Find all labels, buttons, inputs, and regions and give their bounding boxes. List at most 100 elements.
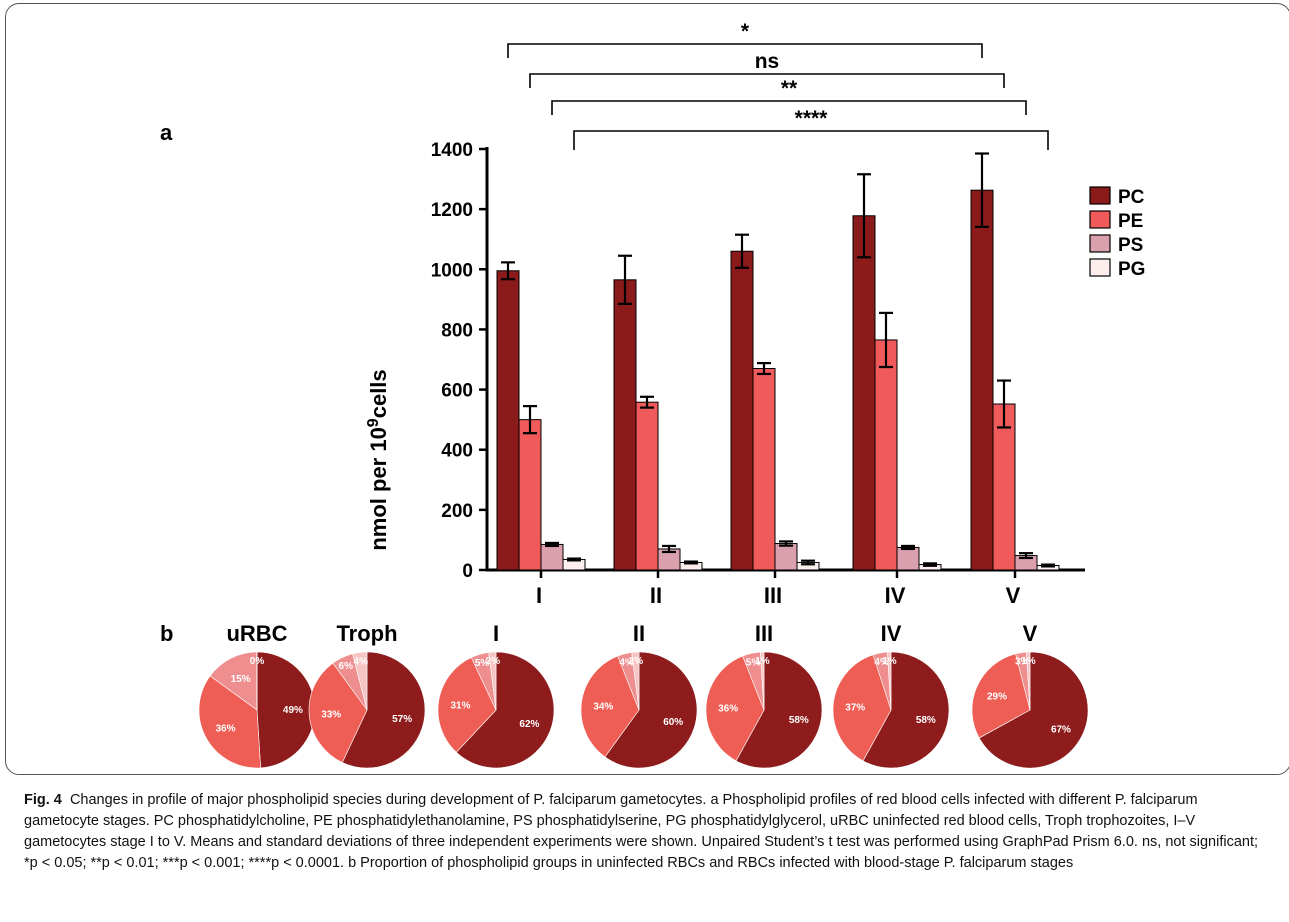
- pie-uRBC-slice-PE: [198, 675, 261, 769]
- pie-IV-slice-PE: [832, 654, 892, 762]
- significance-brackets: *ns******: [507, 20, 1049, 150]
- pie-percent-label: 5%: [475, 658, 490, 669]
- y-axis-label-tail: cells: [366, 369, 391, 418]
- y-tick-label: 1000: [431, 260, 473, 281]
- legend-swatch-PS: [1089, 234, 1111, 253]
- legend-swatch-PE: [1089, 210, 1111, 229]
- pie-IV-slice-PG: [887, 651, 892, 711]
- x-category-label: III: [764, 583, 782, 608]
- pie-percent-label: 36%: [215, 723, 235, 734]
- bar-PS-I: [540, 543, 564, 571]
- bar-PC-III: [730, 250, 754, 571]
- pie-V-slice-PC: [978, 651, 1089, 769]
- pie-percent-label: 60%: [663, 717, 683, 728]
- bar-PE-I: [518, 419, 542, 571]
- pie-percent-label: 3%: [1015, 657, 1030, 668]
- pie-percent-label: 2%: [486, 656, 501, 667]
- y-tick-label: 1400: [431, 140, 473, 161]
- y-tick-label: 200: [441, 501, 473, 522]
- caption-text: Changes in profile of major phospholipid…: [24, 792, 1259, 871]
- pie-IV-slice-PC: [862, 651, 950, 769]
- pie-title: uRBC: [226, 621, 287, 646]
- significance-label: *: [741, 20, 750, 43]
- legend-label-PE: PE: [1118, 211, 1143, 232]
- pie-II-slice-PG: [631, 651, 640, 711]
- pie-title: II: [633, 621, 645, 646]
- pie-percent-label: 62%: [519, 719, 539, 730]
- pie-percent-label: 5%: [746, 657, 761, 668]
- legend-label-PG: PG: [1118, 259, 1145, 280]
- figure-svg: a b nmol per 109cells 0 200 400 600 800 1000 1…: [160, 20, 1145, 769]
- bar-PE-IV: [874, 339, 898, 571]
- pie-title: Troph: [336, 621, 397, 646]
- pie-title: V: [1023, 621, 1038, 646]
- pie-Troph-slice-PE: [308, 662, 368, 763]
- bar-PC-I: [496, 270, 520, 571]
- legend-label-PC: PC: [1118, 187, 1145, 208]
- pie-percent-label: 1%: [882, 656, 897, 667]
- figure-frame: [5, 3, 1289, 775]
- pie-title: I: [493, 621, 499, 646]
- y-axis-label-exponent: 9: [365, 418, 382, 427]
- pie-percent-label: 58%: [916, 715, 936, 726]
- significance-bracket: [529, 73, 1005, 88]
- legend: PC PE PS PG: [1089, 186, 1145, 280]
- y-axis-label: nmol per 109cells: [365, 369, 392, 550]
- pie-uRBC-slice-PS: [209, 651, 258, 711]
- pie-percent-label: 4%: [354, 657, 369, 668]
- pie-III-slice-PC: [735, 651, 823, 769]
- pie-percent-label: 0%: [250, 656, 265, 667]
- bar-PC-IV: [852, 215, 876, 571]
- x-category-label: IV: [885, 583, 906, 608]
- significance-label: **: [781, 77, 798, 100]
- pie-percent-label: 58%: [789, 715, 809, 726]
- pie-Troph-slice-PC: [341, 651, 426, 769]
- x-category-label: II: [650, 583, 662, 608]
- legend-swatch-PC: [1089, 186, 1111, 205]
- pie-III-slice-PE: [705, 655, 765, 762]
- pie-percent-label: 33%: [321, 709, 341, 720]
- bar-PE-V: [992, 403, 1016, 571]
- pie-V-slice-PE: [971, 653, 1031, 739]
- y-tick-label: 0: [462, 561, 473, 582]
- y-axis-label-main: nmol per 10: [366, 427, 391, 550]
- pie-percent-label: 67%: [1051, 724, 1071, 735]
- legend-label-PS: PS: [1118, 235, 1143, 256]
- bar-PE-III: [752, 368, 776, 571]
- significance-label: ns: [755, 50, 780, 73]
- pie-percent-label: 15%: [231, 674, 251, 685]
- significance-label: ****: [795, 107, 829, 130]
- bar-PC-V: [970, 189, 994, 571]
- panel-a-label: a: [160, 120, 173, 145]
- figure-caption: Fig. 4 Changes in profile of major phosp…: [24, 790, 1274, 874]
- significance-bracket: [573, 130, 1049, 150]
- y-tick-label: 600: [441, 381, 473, 402]
- pie-title: IV: [881, 621, 902, 646]
- significance-bracket: [551, 100, 1027, 115]
- pie-percent-label: 1%: [1021, 656, 1036, 667]
- pie-percent-label: 6%: [339, 661, 354, 672]
- pie-percent-label: 37%: [845, 703, 865, 714]
- pie-Troph-slice-PG: [352, 651, 368, 711]
- pie-percent-label: 4%: [619, 658, 634, 669]
- bar-PS-III: [774, 543, 798, 571]
- pie-percent-label: 57%: [392, 714, 412, 725]
- pie-percent-label: 34%: [593, 701, 613, 712]
- pie-I-slice-PG: [488, 651, 497, 711]
- bar-PE-II: [635, 401, 659, 571]
- bar-PC-II: [613, 279, 637, 571]
- pie-percent-label: 29%: [987, 692, 1007, 703]
- legend-swatch-PG: [1089, 258, 1111, 277]
- pie-II-slice-PC: [604, 651, 698, 769]
- y-tick-label: 1200: [431, 200, 473, 221]
- pie-III-slice-PG: [760, 651, 765, 711]
- panel-b-label: b: [160, 621, 173, 646]
- pie-I-slice-PE: [437, 657, 497, 753]
- y-tick-label: 400: [441, 441, 473, 462]
- bar-PS-IV: [896, 546, 920, 571]
- pie-percent-label: 36%: [718, 704, 738, 715]
- y-tick-label: 800: [441, 320, 473, 341]
- caption-lead: Fig. 4: [24, 792, 62, 808]
